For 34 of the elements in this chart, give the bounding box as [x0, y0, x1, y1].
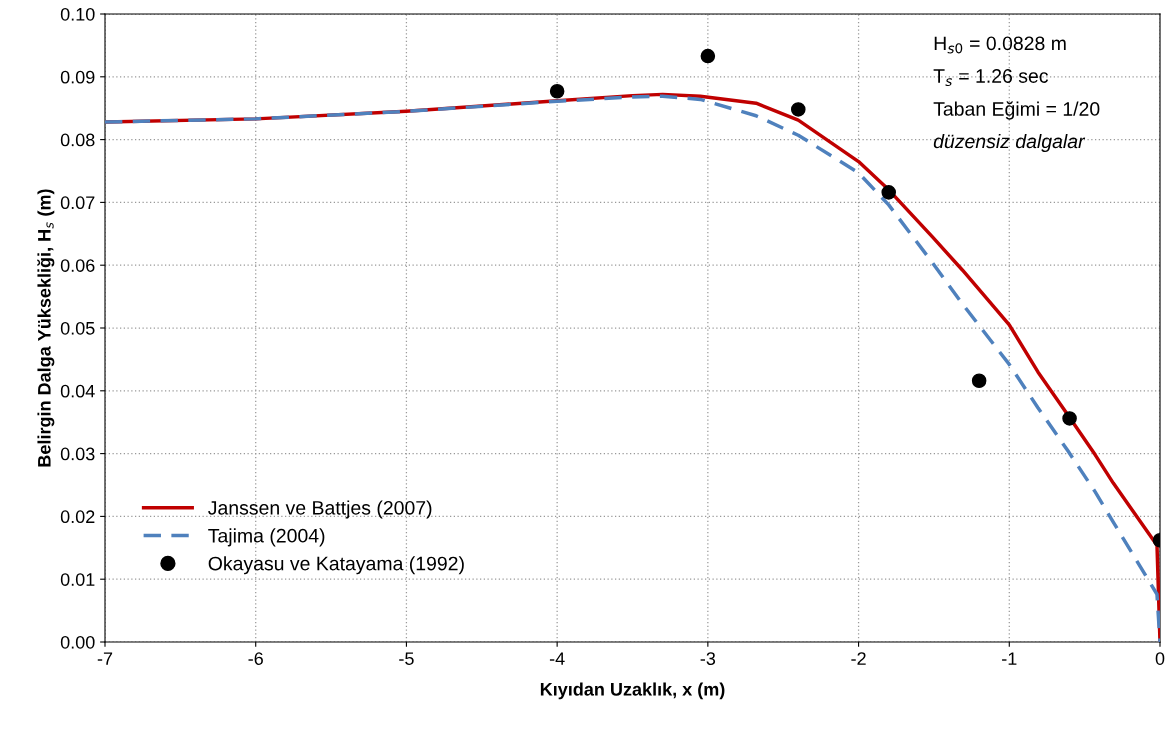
legend-label: Okayasu ve Katayama (1992)	[208, 556, 464, 575]
annotation: H$_{s0}$ = 0.0828 m	[934, 36, 1066, 54]
x-tick-label: -1	[1002, 652, 1017, 665]
point	[791, 102, 806, 117]
point	[881, 185, 896, 200]
x-tick-label: -4	[549, 652, 565, 665]
y-tick-label: 0.01	[60, 573, 95, 586]
y-axis-title: Belirgin Dalga Yüksekliği, H$_{s}$ (m)	[37, 189, 55, 467]
y-tick-label: 0.00	[60, 635, 95, 649]
y-tick-label: 0.07	[60, 196, 95, 210]
x-tick-label: 0	[1155, 652, 1165, 665]
x-axis-title: Kıyıdan Uzaklık, x (m)	[540, 682, 725, 700]
annotation: T$_{s}$ = 1.26 sec	[933, 69, 1049, 87]
point	[1062, 411, 1077, 426]
annotation: düzensiz dalgalar	[933, 133, 1086, 153]
point	[549, 83, 565, 99]
y-tick-label: 0.05	[60, 321, 95, 335]
y-tick-label: 0.03	[60, 447, 95, 461]
x-tick-label: -2	[851, 652, 866, 665]
y-tick-label: 0.08	[60, 133, 95, 147]
y-tick-label: 0.10	[60, 7, 95, 21]
x-tick-label: -5	[399, 652, 414, 665]
legend-label: Tajima (2004)	[208, 528, 325, 547]
point	[700, 48, 716, 64]
annotation: Taban Eğimi = 1/20	[933, 101, 1100, 120]
legend-label: Janssen ve Battjes (2007)	[208, 500, 432, 519]
x-tick-label: -6	[248, 652, 263, 665]
y-tick-label: 0.04	[60, 384, 95, 398]
y-tick-label: 0.09	[60, 70, 95, 84]
y-tick-label: 0.02	[60, 510, 95, 524]
x-tick-label: -7	[97, 652, 113, 665]
point	[971, 373, 987, 389]
x-tick-label: -3	[700, 652, 716, 665]
y-tick-label: 0.06	[60, 259, 95, 272]
